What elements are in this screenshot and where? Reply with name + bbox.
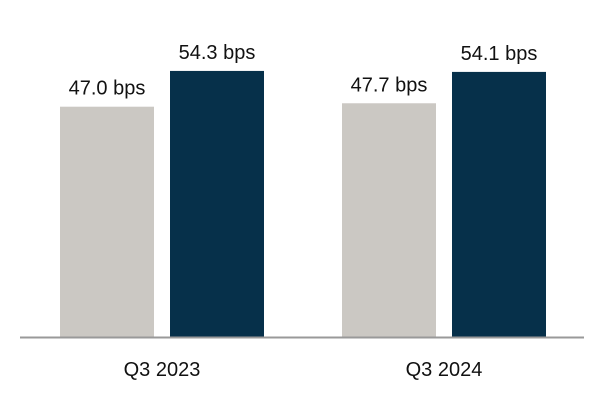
bar-q3-2024-series-1 xyxy=(342,103,436,338)
x-tick-labels-group: Q3 2023 Q3 2024 xyxy=(124,359,483,381)
data-labels-group: 47.0 bps 54.3 bps 47.7 bps 54.1 bps xyxy=(69,42,538,100)
x-tick-label: Q3 2023 xyxy=(124,359,201,381)
bar-q3-2023-series-2 xyxy=(170,70,264,338)
bars-group xyxy=(60,70,546,338)
data-label: 54.3 bps xyxy=(179,42,256,64)
bar-q3-2023-series-1 xyxy=(60,106,154,337)
data-label: 47.0 bps xyxy=(69,78,146,100)
data-label: 54.1 bps xyxy=(461,43,538,65)
bar-q3-2024-series-2 xyxy=(452,71,546,337)
data-label: 47.7 bps xyxy=(351,74,428,96)
x-tick-label: Q3 2024 xyxy=(406,359,483,381)
